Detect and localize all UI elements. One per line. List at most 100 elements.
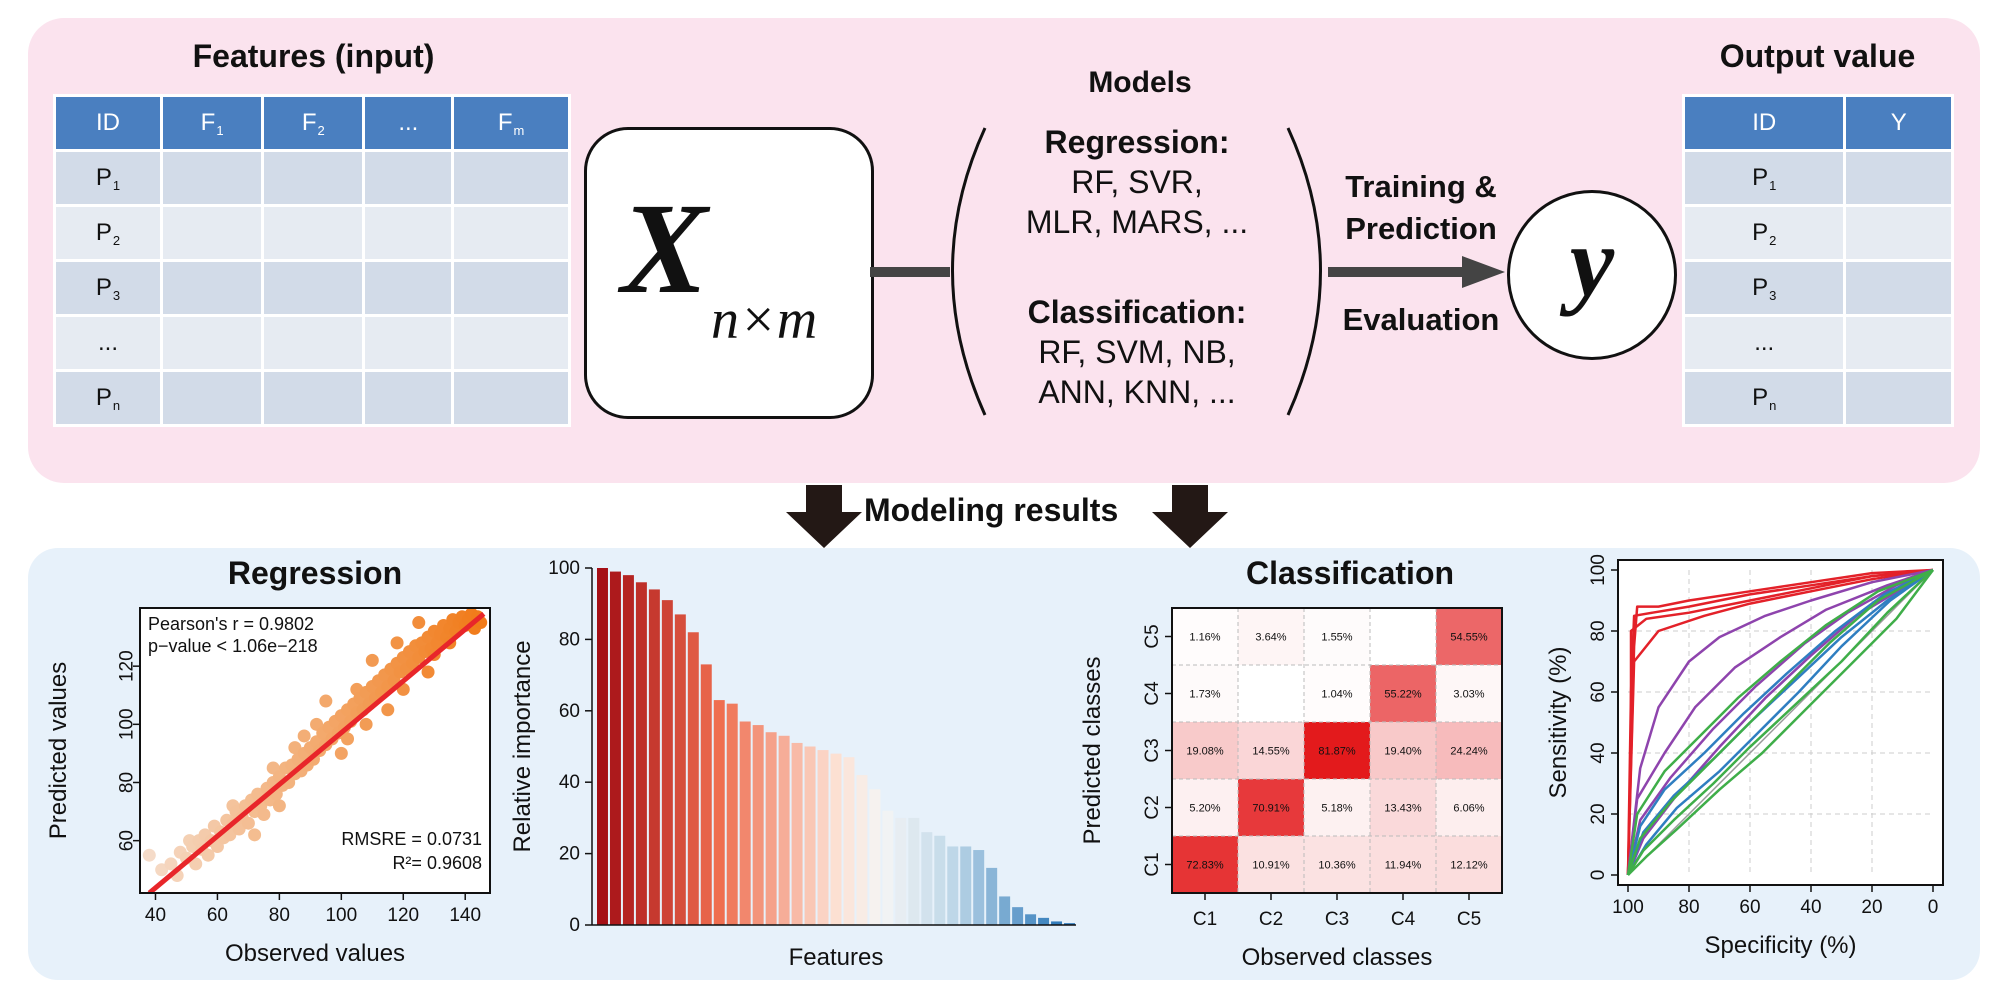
- table-cell: [264, 372, 363, 424]
- fit-line: [147, 611, 486, 893]
- y-tick-label: 0: [569, 915, 580, 936]
- row-id-text: P: [95, 383, 112, 411]
- regression-models-line1: RF, SVR,: [1071, 164, 1203, 200]
- heatmap-cell: [1436, 722, 1502, 779]
- heatmap-cell: [1238, 779, 1304, 836]
- table-cell: [1846, 317, 1951, 369]
- y-tick-label: 20: [1588, 803, 1609, 824]
- header-subscript: 1: [216, 122, 224, 138]
- y-tick-label: C2: [1142, 795, 1163, 819]
- x-tick-label: 20: [1861, 897, 1882, 918]
- row-id-cell: P2: [1685, 207, 1844, 259]
- data-point: [142, 848, 156, 862]
- table-cell: [1846, 207, 1951, 259]
- features-title: Features (input): [192, 38, 435, 74]
- header-text: F: [497, 108, 513, 136]
- x-tick-label: C3: [1325, 909, 1349, 930]
- data-point: [341, 732, 355, 746]
- x-axis-label: Observed classes: [1242, 944, 1433, 971]
- row-id-subscript: n: [1769, 397, 1777, 413]
- table-cell: [454, 317, 568, 369]
- pearson-annotation: Pearson's r = 0.9802: [148, 614, 314, 634]
- importance-bar: [713, 700, 725, 925]
- heatmap-cell: [1436, 779, 1502, 836]
- roc-curve: [1626, 568, 1934, 876]
- importance-bar: [739, 721, 751, 925]
- cell-value-label: 1.55%: [1321, 632, 1352, 644]
- table-cell: [454, 372, 568, 424]
- importance-bar: [895, 817, 907, 925]
- row-id-subscript: 3: [1769, 287, 1777, 303]
- classification-models: Classification: RF, SVM, NB, ANN, KNN, .…: [987, 292, 1287, 412]
- roc-curve: [1626, 568, 1934, 876]
- heatmap-cell: [1238, 665, 1304, 722]
- importance-bar: [934, 835, 946, 925]
- table-row: P2: [1685, 207, 1951, 259]
- regression-models-line2: MLR, MARS, ...: [1025, 204, 1249, 240]
- y-tick-label: C3: [1142, 738, 1163, 762]
- table-row: P3: [56, 262, 568, 314]
- y-tick-label: 60: [559, 701, 580, 722]
- heatmap-cell: [1304, 779, 1370, 836]
- row-id-cell: Pn: [1685, 372, 1844, 424]
- row-id-text: P: [1752, 163, 1769, 191]
- training-line1: Training &: [1345, 169, 1497, 204]
- header-text: ID: [1752, 109, 1777, 136]
- data-point: [297, 729, 311, 743]
- heatmap-cell: [1304, 608, 1370, 665]
- table-cell: [264, 207, 363, 259]
- table-row: P2: [56, 207, 568, 259]
- cell-value-label: 70.91%: [1252, 803, 1290, 815]
- header-text: F: [200, 108, 216, 136]
- importance-bar: [908, 817, 920, 925]
- importance-bar: [687, 632, 699, 925]
- heatmap-cell: [1436, 836, 1502, 893]
- data-point: [319, 694, 333, 708]
- cell-value-label: 11.94%: [1385, 860, 1422, 872]
- x-tick-label: 120: [387, 905, 419, 926]
- table-cell: [1846, 372, 1951, 424]
- data-point: [232, 822, 246, 836]
- y-tick-label: 80: [1588, 620, 1609, 641]
- y-axis-label: Predicted values: [45, 662, 72, 839]
- x-tick-label: C2: [1259, 909, 1283, 930]
- table-cell: [365, 152, 452, 204]
- cell-value-label: 12.12%: [1450, 860, 1488, 872]
- table-cell: [454, 262, 568, 314]
- roc-curve: [1627, 569, 1934, 876]
- importance-bar: [1012, 907, 1024, 925]
- y-tick-label: 40: [559, 772, 580, 793]
- output-title: Output value: [1719, 38, 1916, 74]
- regression-models: Regression: RF, SVR, MLR, MARS, ...: [987, 122, 1287, 242]
- roc-curve: [1626, 568, 1934, 876]
- data-point: [272, 799, 286, 813]
- header-text: Y: [1890, 109, 1907, 136]
- y-axis-label: Relative importance: [509, 640, 536, 852]
- y-tick-label: 0: [1588, 870, 1609, 881]
- table-cell: [162, 152, 262, 204]
- row-id-text: P: [1752, 383, 1769, 411]
- x-tick-label: 80: [1678, 897, 1699, 918]
- importance-bar-chart: 0 20 40 60 80 100 Features Relative importance: [509, 558, 1076, 971]
- heatmap-cell: [1172, 836, 1238, 893]
- x-tick-label: 100: [1612, 897, 1644, 918]
- classification-models-line1: RF, SVM, NB,: [1038, 334, 1236, 370]
- table-header-cell: F2: [264, 97, 363, 149]
- roc-curve: [1626, 568, 1934, 876]
- x-tick-label: 40: [145, 905, 166, 926]
- data-point: [381, 703, 395, 717]
- points-group: [142, 608, 488, 893]
- importance-bar: [1038, 917, 1050, 925]
- confusion-matrix-heatmap: 1.16% 3.64% 1.55% 54.55% 1.73% 1.04% 55.22% 3.0…: [1079, 607, 1503, 971]
- heatmap-cell: [1172, 608, 1238, 665]
- arrow-head: [1462, 256, 1505, 288]
- cell-value-label: 72.83%: [1186, 860, 1224, 872]
- importance-bar: [635, 582, 647, 925]
- cell-value-label: 54.55%: [1450, 632, 1488, 644]
- heatmap-cell: [1370, 836, 1436, 893]
- left-bracket: [951, 127, 987, 416]
- table-cell: [365, 372, 452, 424]
- cell-value-label: 55.22%: [1384, 689, 1422, 701]
- x-tick-label: 60: [207, 905, 228, 926]
